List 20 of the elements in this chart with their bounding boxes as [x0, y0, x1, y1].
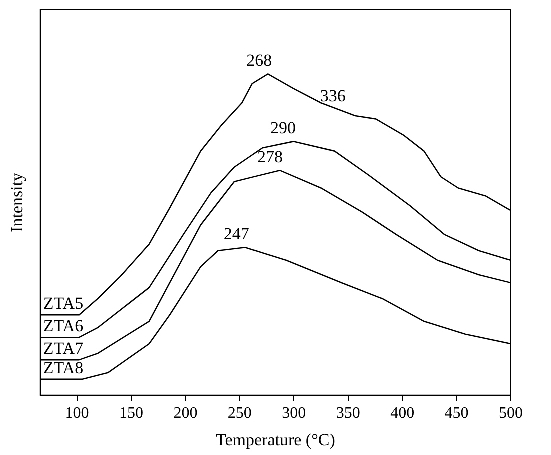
annotation: 247: [224, 224, 250, 244]
x-tick-label: 200: [174, 405, 198, 422]
x-tick-label: 300: [282, 405, 306, 422]
x-axis-title: Temperature (°C): [216, 430, 336, 450]
y-axis-title: Intensity: [8, 172, 27, 232]
annotation: 336: [320, 86, 346, 106]
x-tick-label: 100: [65, 405, 90, 422]
x-tick-label: 350: [336, 405, 360, 422]
x-tick-label: 500: [499, 405, 523, 422]
annotation: 290: [270, 118, 296, 138]
series-label: ZTA8: [43, 358, 84, 378]
series-label: ZTA5: [43, 294, 84, 314]
annotation: 268: [246, 51, 272, 70]
series-label: ZTA7: [43, 339, 84, 358]
x-tick-label: 250: [228, 405, 252, 422]
annotation: 278: [258, 148, 284, 167]
x-tick-label: 150: [119, 405, 144, 422]
x-tick-label: 450: [444, 405, 469, 422]
series-label: ZTA6: [43, 316, 84, 336]
x-tick-label: 400: [390, 405, 415, 422]
